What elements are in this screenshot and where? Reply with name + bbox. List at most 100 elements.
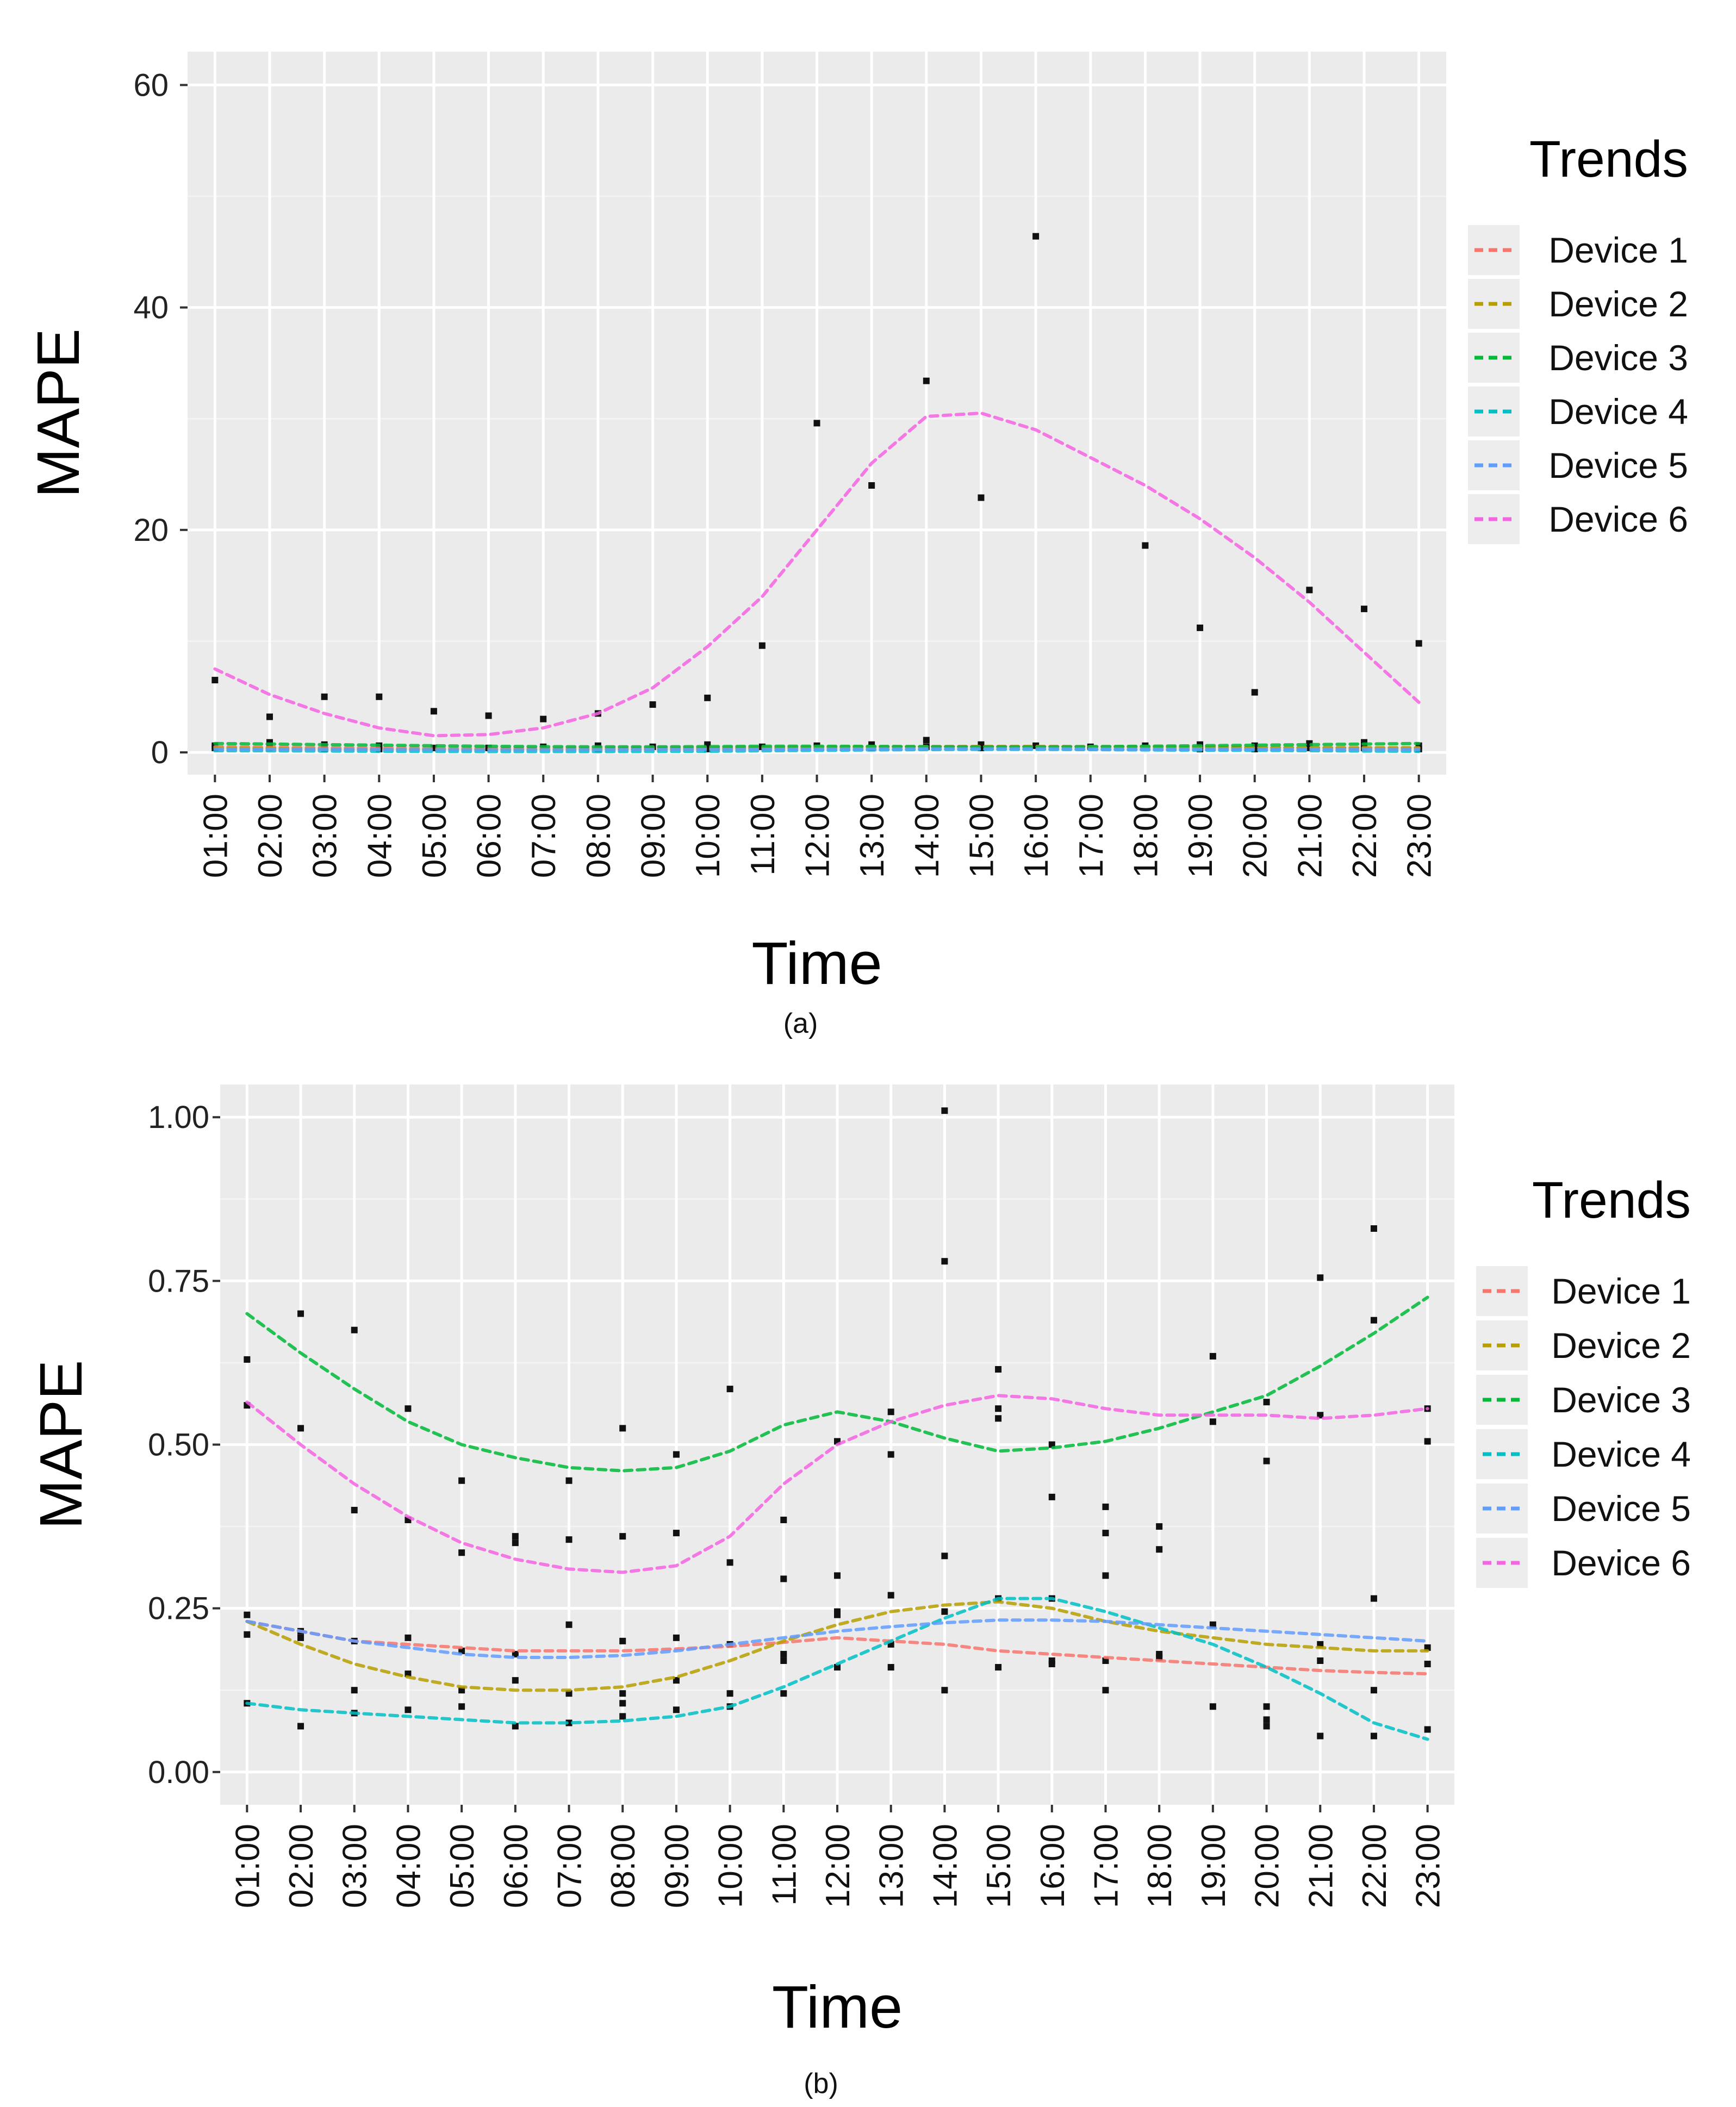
x-tick-label: 20:00: [1237, 794, 1274, 878]
scatter-point: [297, 1723, 304, 1730]
x-tick-label: 16:00: [1034, 1824, 1072, 1908]
scatter-point: [619, 1700, 626, 1707]
scatter-point: [834, 1611, 841, 1618]
trend-line-device-6: [245, 1394, 1429, 1574]
scatter-point: [780, 1575, 787, 1582]
scatter-point: [619, 1533, 626, 1540]
x-tick-label: 16:00: [1018, 794, 1055, 878]
scatter-point: [405, 1706, 412, 1713]
legend-label: Device 1: [1551, 1271, 1691, 1311]
legend-item: Device 3: [1468, 333, 1688, 383]
x-tick-label: 17:00: [1073, 794, 1110, 878]
scatter-point: [619, 1713, 626, 1720]
scatter-point: [834, 1572, 841, 1579]
scatter-point: [244, 1631, 251, 1638]
scatter-point: [1263, 1703, 1270, 1710]
scatter-point: [1102, 1572, 1109, 1579]
scatter-point: [1424, 1661, 1431, 1668]
scatter-point: [619, 1637, 626, 1644]
scatter-point: [995, 1415, 1002, 1422]
scatter-point: [565, 1690, 573, 1697]
scatter-point: [1370, 1732, 1377, 1740]
y-tick-label: 1.00: [148, 1100, 209, 1135]
scatter-point: [540, 715, 547, 722]
x-axis-title: Time: [772, 1974, 903, 2041]
legend-label: Device 5: [1548, 445, 1688, 485]
legend-title: Trends: [1529, 130, 1688, 188]
x-tick-label: 05:00: [416, 794, 453, 878]
scatter-point: [565, 1621, 573, 1628]
scatter-point: [673, 1451, 680, 1458]
scatter-point: [978, 494, 985, 501]
scatter-point: [1048, 1493, 1055, 1500]
legend-label: Device 5: [1551, 1488, 1691, 1529]
scatter-point: [297, 1425, 304, 1432]
legend-label: Device 2: [1548, 284, 1688, 324]
scatter-point: [1370, 1225, 1377, 1232]
legend-label: Device 6: [1551, 1543, 1691, 1583]
scatter-point: [1263, 1457, 1270, 1464]
x-tick-label: 18:00: [1127, 794, 1165, 878]
legend-item: Device 4: [1476, 1429, 1691, 1479]
scatter-point: [1317, 1657, 1324, 1664]
scatter-point: [1263, 1716, 1270, 1723]
scatter-point: [995, 1405, 1002, 1412]
scatter-point: [244, 1356, 251, 1363]
scatter-point: [512, 1650, 519, 1657]
scatter-point: [1209, 1352, 1216, 1360]
y-tick-label: 60: [133, 67, 169, 103]
y-tick-label: 40: [133, 290, 169, 326]
y-tick-label: 0.25: [148, 1591, 209, 1626]
scatter-point: [887, 1664, 894, 1671]
x-tick-label: 22:00: [1346, 794, 1384, 878]
scatter-point: [485, 712, 492, 719]
scatter-point: [211, 677, 219, 684]
x-tick-label: 15:00: [980, 1824, 1018, 1908]
scatter-point: [458, 1477, 465, 1484]
x-tick-label: 23:00: [1401, 794, 1439, 878]
scatter-point: [1032, 233, 1040, 240]
panel-caption: (a): [783, 1008, 818, 1039]
scatter-point: [726, 1690, 733, 1697]
scatter-point: [266, 713, 273, 720]
scatter-point: [1142, 542, 1149, 549]
x-tick-label: 15:00: [963, 794, 1000, 878]
scatter-point: [887, 1451, 894, 1458]
legend-item: Device 1: [1468, 225, 1688, 275]
scatter-point: [887, 1408, 894, 1416]
scatter-point: [887, 1592, 894, 1599]
y-axis-title: MAPE: [28, 1360, 95, 1530]
x-tick-label: 19:00: [1182, 794, 1219, 878]
x-tick-label: 12:00: [819, 1824, 857, 1908]
scatter-point: [619, 1425, 626, 1432]
legend: Trends Device 1 Device 2 Device 3 Device 4 De…: [1476, 1171, 1691, 1588]
legend-item: Device 6: [1476, 1538, 1691, 1588]
scatter-point: [565, 1536, 573, 1543]
scatter-point: [512, 1677, 519, 1684]
x-tick-label: 13:00: [873, 1824, 911, 1908]
y-tick-label: 0.50: [148, 1427, 209, 1463]
x-tick-label: 09:00: [635, 794, 673, 878]
scatter-point: [941, 1553, 948, 1560]
scatter-point: [1209, 1703, 1216, 1710]
legend-label: Device 2: [1551, 1325, 1691, 1366]
x-tick-label: 01:00: [229, 1824, 266, 1908]
scatter-point: [923, 737, 930, 744]
trend-line-device-2: [245, 1600, 1429, 1692]
legend-title: Trends: [1532, 1171, 1691, 1229]
scatter-point: [565, 1719, 573, 1726]
x-tick-label: 04:00: [361, 794, 399, 878]
scatter-point: [1370, 1317, 1377, 1324]
scatter-point: [297, 1634, 304, 1641]
scatter-point: [321, 693, 328, 700]
legend-label: Device 3: [1551, 1380, 1691, 1420]
trend-line-device-1: [245, 1619, 1429, 1676]
chart-panel-b: 0.00 0.25 0.50 0.75 1.00 01:00 02:00 03:00 04:00…: [28, 1084, 1691, 2099]
x-tick-label: 11:00: [766, 1824, 803, 1906]
trend-line-device-6: [213, 411, 1421, 738]
x-tick-label: 19:00: [1195, 1824, 1233, 1908]
x-tick-label: 12:00: [799, 794, 837, 878]
x-tick-label: 22:00: [1356, 1824, 1393, 1908]
legend-item: Device 5: [1468, 440, 1688, 490]
